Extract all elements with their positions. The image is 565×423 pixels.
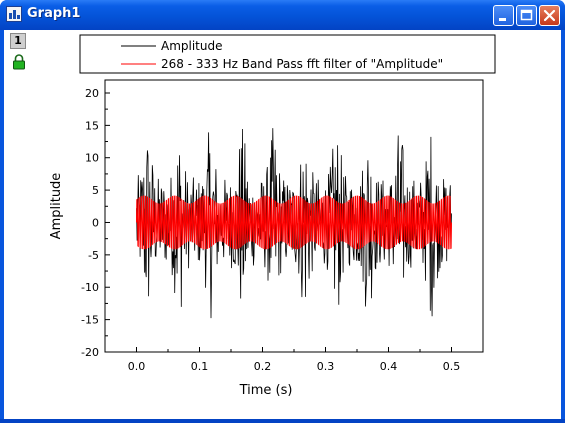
x-tick-label: 0.1 bbox=[191, 360, 209, 373]
y-tick-label: 5 bbox=[92, 184, 99, 197]
maximize-icon bbox=[520, 9, 533, 21]
window-title: Graph1 bbox=[27, 6, 81, 21]
x-axis-label: Time (s) bbox=[239, 383, 293, 398]
window-bottom-border bbox=[0, 419, 565, 423]
minimize-icon bbox=[499, 18, 506, 21]
x-tick-label: 0.5 bbox=[443, 360, 461, 373]
x-tick-label: 0.2 bbox=[254, 360, 272, 373]
y-tick-label: 15 bbox=[85, 119, 99, 132]
close-button[interactable] bbox=[539, 5, 560, 26]
y-tick-label: 10 bbox=[85, 152, 99, 165]
legend-label-filtered: 268 - 333 Hz Band Pass fft filter of "Am… bbox=[161, 57, 443, 71]
y-tick-label: 0 bbox=[92, 216, 99, 229]
y-axis: -20 -15 -10 -5 0 5 10 15 20 bbox=[81, 87, 110, 359]
graph-canvas: 0.0 0.1 0.2 0.3 0.4 0.5 -20 -15 -10 -5 0 5 10 15 20 T… bbox=[49, 34, 496, 398]
x-tick-label: 0.3 bbox=[317, 360, 335, 373]
minimize-button[interactable] bbox=[493, 5, 514, 26]
y-tick-label: -10 bbox=[81, 281, 99, 294]
graph-page[interactable]: 1 0.0 0.1 0.2 0.3 0.4 0.5 -20 -15 -10 -5 0 5 10 15 20… bbox=[4, 30, 561, 419]
lock-icon[interactable] bbox=[12, 54, 26, 70]
maximize-button[interactable] bbox=[516, 5, 537, 26]
y-tick-label: 20 bbox=[85, 87, 99, 100]
plot-area bbox=[136, 128, 452, 319]
x-tick-label: 0.0 bbox=[128, 360, 146, 373]
series-filtered-line bbox=[136, 195, 452, 250]
y-tick-label: -5 bbox=[88, 249, 99, 262]
x-tick-label: 0.4 bbox=[380, 360, 398, 373]
y-tick-label: -15 bbox=[81, 314, 99, 327]
legend-label-amplitude: Amplitude bbox=[161, 39, 223, 53]
title-bar[interactable]: Graph1 bbox=[0, 0, 565, 30]
y-tick-label: -20 bbox=[81, 346, 99, 359]
x-axis: 0.0 0.1 0.2 0.3 0.4 0.5 bbox=[104, 347, 484, 373]
y-axis-label: Amplitude bbox=[49, 173, 64, 240]
legend[interactable]: Amplitude 268 - 333 Hz Band Pass fft fil… bbox=[79, 34, 496, 74]
layer-1-badge[interactable]: 1 bbox=[10, 33, 26, 49]
close-icon bbox=[543, 9, 556, 22]
graph-window-icon[interactable] bbox=[6, 6, 22, 22]
legend-box bbox=[79, 34, 496, 74]
